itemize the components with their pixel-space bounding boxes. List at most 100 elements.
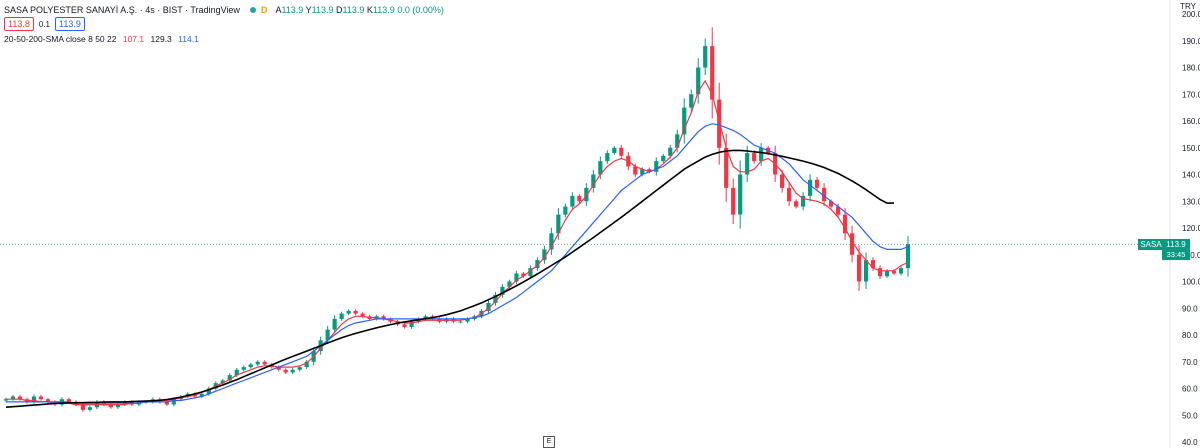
candle-body [493,294,498,303]
candle-body [248,364,253,368]
indicator-value-2: 129.3 [150,34,172,44]
candle-body [891,270,897,274]
candle-body [423,316,428,319]
indicator-value-1: 107.1 [122,34,145,44]
candle-body [619,147,624,156]
candle-body [164,401,169,405]
spread-value: 0.1 [38,19,50,29]
buy-button[interactable]: 113.9 [54,17,85,31]
symbol-title[interactable]: SASA POLYESTER SANAYİ A.Ş. · 4s · BIST ·… [4,5,240,15]
candle-body [849,233,855,255]
candle-body [745,153,750,175]
currency-label[interactable]: TRY [1180,2,1196,11]
y-tick-label: 120.0 [1182,224,1200,233]
candle-body [612,147,617,154]
candle-body [682,107,687,135]
market-open-icon [249,7,256,13]
chart-header: SASA POLYESTER SANAYİ A.Ş. · 4s · BIST ·… [4,3,444,17]
price-tag-value: 113.9 [1162,239,1190,250]
y-tick-label: 200.0 [1182,10,1200,19]
candle-body [780,174,785,188]
candle-body [353,310,358,314]
candle-body [884,270,890,277]
y-tick-label: 90.0 [1182,304,1198,313]
candle-body [220,380,225,384]
earnings-marker[interactable]: E [543,436,555,448]
candle-body [591,174,596,188]
y-tick-label: 130.0 [1182,197,1200,206]
y-tick-label: 80.0 [1182,331,1198,340]
candle-body [584,187,589,202]
candle-body [486,302,491,311]
sell-button[interactable]: 113.8 [4,17,34,31]
candle-body [815,179,820,188]
candle-body [731,187,736,215]
y-tick-label: 190.0 [1182,37,1200,46]
candle-body [360,313,365,317]
y-tick-label: 180.0 [1182,64,1200,73]
candle-body [710,46,715,100]
candle-body [346,310,351,314]
candle-body [828,201,834,207]
candle-body [717,99,722,148]
price-tag-symbol: SASA [1138,239,1164,250]
candle-body [640,169,645,175]
price-tag-countdown: 33:45 [1162,250,1190,260]
sma-fast-line [6,79,909,406]
y-tick-label: 50.0 [1182,411,1198,420]
candle-body [45,399,51,402]
candle-body [206,388,211,394]
candle-body [500,286,505,295]
candle-body [521,273,526,277]
indicator-label: 20-50-200-SMA close 8 50 22 [4,34,117,44]
candle-body [787,187,792,202]
candle-body [535,260,540,269]
y-tick-label: 70.0 [1182,358,1198,367]
candle-body [556,214,561,234]
candle-body [409,321,414,327]
candle-body [863,260,869,282]
candle-body [877,268,883,277]
y-tick-label: 110.0 [1182,251,1200,260]
candle-body [199,393,204,397]
candle-body [458,321,463,323]
candle-body [87,407,93,410]
candle-body [842,214,848,234]
candle-body [570,195,575,207]
candle-body [577,195,582,202]
candle-body [821,187,827,202]
candle-body [856,254,862,282]
indicator-value-3: 114.1 [178,34,199,44]
sma-mid-line [6,123,909,404]
dividend-icon[interactable]: D [260,5,268,15]
y-tick-label: 160.0 [1182,117,1200,126]
y-tick-label: 60.0 [1182,385,1198,394]
candle-body [276,367,281,370]
candle-body [661,155,666,162]
y-tick-label: 140.0 [1182,171,1200,180]
candle-body [80,404,86,410]
y-tick-label: 100.0 [1182,278,1200,287]
candle-body [870,260,876,269]
candle-body [381,316,386,319]
candle-body [549,233,554,250]
candle-body [905,244,911,269]
candle-body [283,369,288,373]
candle-body [339,313,344,319]
candle-body [633,166,638,175]
indicator-legend[interactable]: 20-50-200-SMA close 8 50 22 107.1 129.3 … [4,34,199,44]
candle-body [290,369,295,373]
candle-body [304,361,309,368]
candle-body [255,361,260,365]
sma-slow-line [5,149,894,408]
candle-body [542,249,547,261]
candle-body [794,201,799,207]
candle-body [647,169,652,172]
candle-body [668,147,673,156]
candle-body [507,281,512,287]
candle-body [835,206,841,215]
candle-body [605,153,610,162]
candle-body [325,329,330,341]
candle-body [38,396,44,400]
